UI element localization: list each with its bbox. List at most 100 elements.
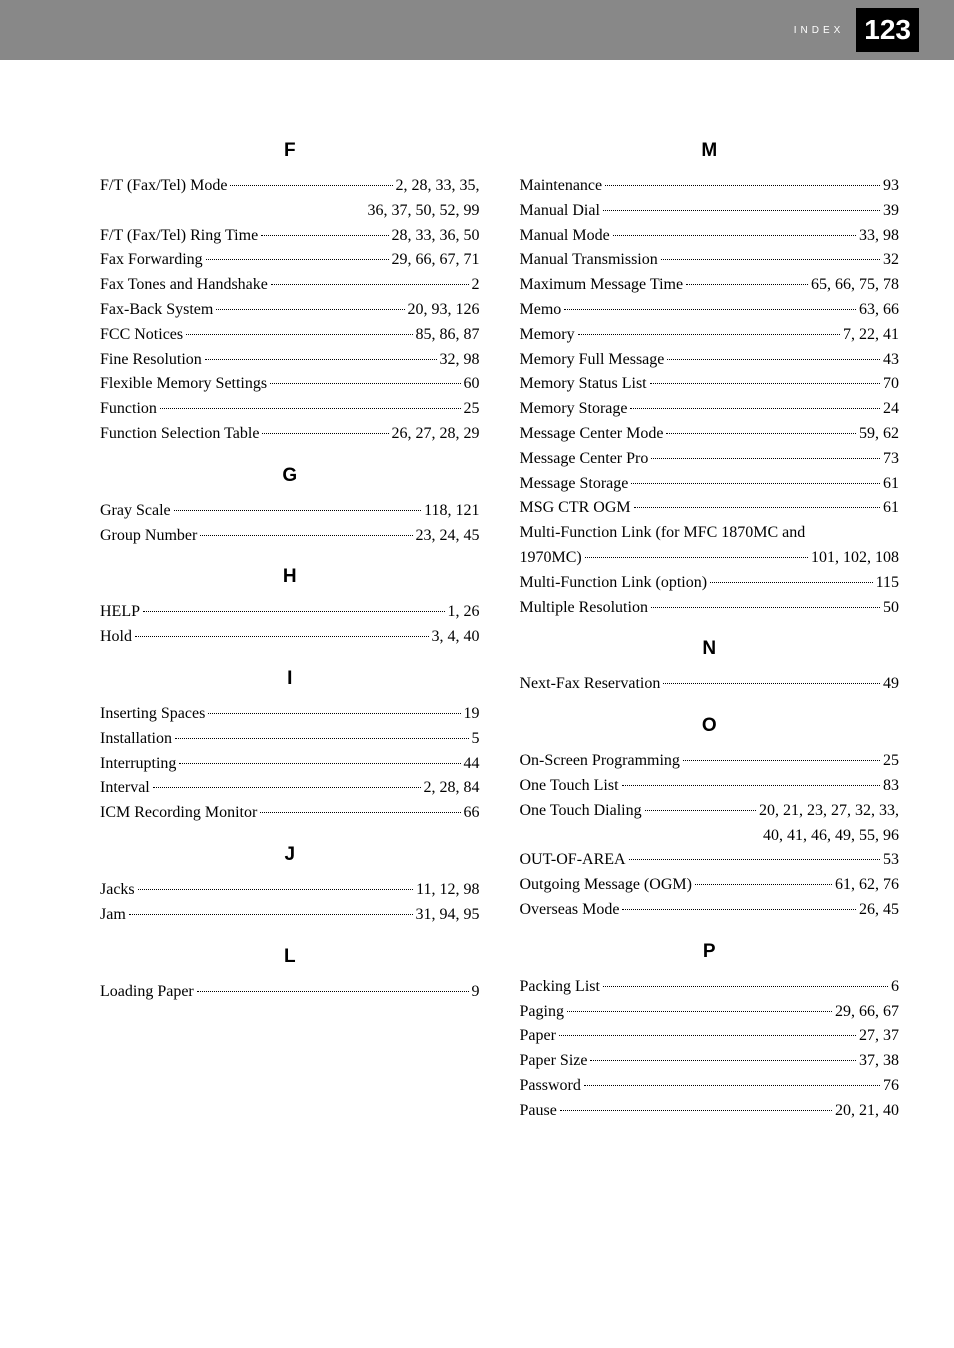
index-entry: Function Selection Table26, 27, 28, 29 bbox=[100, 422, 480, 447]
index-entry: F/T (Fax/Tel) Ring Time28, 33, 36, 50 bbox=[100, 224, 480, 249]
dots bbox=[260, 812, 460, 813]
entry-pages: 60 bbox=[464, 372, 480, 397]
dots bbox=[567, 1011, 832, 1012]
dots bbox=[129, 914, 413, 915]
dots bbox=[667, 359, 880, 360]
entry-pages: 29, 66, 67 bbox=[835, 1000, 899, 1025]
entry-label: Multiple Resolution bbox=[520, 596, 648, 621]
dots bbox=[200, 535, 412, 536]
section-heading: P bbox=[520, 941, 900, 963]
index-entry: Jacks 11, 12, 98 bbox=[100, 878, 480, 903]
index-entry: Interrupting44 bbox=[100, 752, 480, 777]
dots bbox=[179, 763, 460, 764]
index-entry: Message Storage61 bbox=[520, 472, 900, 497]
entry-label: Message Center Pro bbox=[520, 447, 649, 472]
dots bbox=[138, 889, 413, 890]
dots bbox=[261, 235, 388, 236]
index-entry: Multiple Resolution 50 bbox=[520, 596, 900, 621]
entry-label: One Touch Dialing bbox=[520, 799, 642, 824]
entry-label: On-Screen Programming bbox=[520, 749, 680, 774]
dots bbox=[650, 383, 880, 384]
dots bbox=[230, 185, 392, 186]
entry-label: ICM Recording Monitor bbox=[100, 801, 257, 826]
dots bbox=[663, 683, 880, 684]
index-entry: Maintenance93 bbox=[520, 174, 900, 199]
index-entry: Interval2, 28, 84 bbox=[100, 776, 480, 801]
entry-label: Overseas Mode bbox=[520, 898, 620, 923]
entry-label: Memory Status List bbox=[520, 372, 647, 397]
index-entry: Password76 bbox=[520, 1074, 900, 1099]
entry-pages: 93 bbox=[883, 174, 899, 199]
index-entry: Paging 29, 66, 67 bbox=[520, 1000, 900, 1025]
dots bbox=[630, 408, 880, 409]
entry-pages: 50 bbox=[883, 596, 899, 621]
entry-label: Installation bbox=[100, 727, 172, 752]
index-entry: Maximum Message Time65, 66, 75, 78 bbox=[520, 273, 900, 298]
entry-continuation: 36, 37, 50, 52, 99 bbox=[100, 199, 480, 224]
entry-pages: 28, 33, 36, 50 bbox=[392, 224, 480, 249]
entry-pages: 11, 12, 98 bbox=[416, 878, 479, 903]
index-entry: Inserting Spaces19 bbox=[100, 702, 480, 727]
index-entry: Message Center Pro73 bbox=[520, 447, 900, 472]
entry-label: Packing List bbox=[520, 975, 600, 1000]
entry-label: Fax-Back System bbox=[100, 298, 213, 323]
entry-label: Pause bbox=[520, 1099, 557, 1124]
entry-pages: 61, 62, 76 bbox=[835, 873, 899, 898]
index-entry: Hold3, 4, 40 bbox=[100, 625, 480, 650]
section-heading: O bbox=[520, 715, 900, 737]
entry-pages: 2, 28, 33, 35, bbox=[396, 174, 480, 199]
dots bbox=[629, 859, 880, 860]
dots bbox=[271, 284, 469, 285]
dots bbox=[186, 334, 412, 335]
entry-pages: 44 bbox=[464, 752, 480, 777]
entry-pages: 3, 4, 40 bbox=[432, 625, 480, 650]
entry-label: Jam bbox=[100, 903, 126, 928]
dots bbox=[143, 611, 445, 612]
index-entry: Jam31, 94, 95 bbox=[100, 903, 480, 928]
entry-label: Gray Scale bbox=[100, 499, 171, 524]
index-entry: One Touch Dialing20, 21, 23, 27, 32, 33, bbox=[520, 799, 900, 824]
entry-label: Memory bbox=[520, 323, 575, 348]
entry-pages: 39 bbox=[883, 199, 899, 224]
index-entry: Outgoing Message (OGM)61, 62, 76 bbox=[520, 873, 900, 898]
index-entry: Installation5 bbox=[100, 727, 480, 752]
index-entry: Next-Fax Reservation49 bbox=[520, 672, 900, 697]
entry-pages: 19 bbox=[464, 702, 480, 727]
dots bbox=[560, 1110, 832, 1111]
dots bbox=[262, 433, 388, 434]
entry-pages: 6 bbox=[891, 975, 899, 1000]
dots bbox=[603, 210, 880, 211]
index-entry: Loading Paper9 bbox=[100, 980, 480, 1005]
entry-pages: 1, 26 bbox=[448, 600, 480, 625]
entry-pages: 63, 66 bbox=[859, 298, 899, 323]
entry-label: Paging bbox=[520, 1000, 564, 1025]
entry-label: Jacks bbox=[100, 878, 135, 903]
header-label: INDEX bbox=[794, 25, 845, 36]
entry-label: MSG CTR OGM bbox=[520, 496, 631, 521]
section-heading: H bbox=[100, 566, 480, 588]
dots bbox=[585, 557, 808, 558]
index-entry: MSG CTR OGM61 bbox=[520, 496, 900, 521]
index-entry: Paper27, 37 bbox=[520, 1024, 900, 1049]
dots bbox=[270, 383, 460, 384]
index-entry: Group Number23, 24, 45 bbox=[100, 524, 480, 549]
entry-pages: 25 bbox=[883, 749, 899, 774]
entry-pages: 37, 38 bbox=[859, 1049, 899, 1074]
entry-pages: 26, 45 bbox=[859, 898, 899, 923]
index-entry: Flexible Memory Settings60 bbox=[100, 372, 480, 397]
entry-label: OUT-OF-AREA bbox=[520, 848, 626, 873]
entry-label: Memory Full Message bbox=[520, 348, 665, 373]
section-heading: M bbox=[520, 140, 900, 162]
entry-pages: 66 bbox=[464, 801, 480, 826]
entry-pages: 2 bbox=[472, 273, 480, 298]
entry-label: Paper bbox=[520, 1024, 556, 1049]
dots bbox=[197, 991, 469, 992]
index-entry: One Touch List83 bbox=[520, 774, 900, 799]
entry-label: Next-Fax Reservation bbox=[520, 672, 661, 697]
left-column: FF/T (Fax/Tel) Mode2, 28, 33, 35,36, 37,… bbox=[100, 140, 480, 1124]
entry-label: Memory Storage bbox=[520, 397, 628, 422]
entry-label: Multi-Function Link (option) bbox=[520, 571, 708, 596]
entry-pages: 33, 98 bbox=[859, 224, 899, 249]
entry-pages: 118, 121 bbox=[424, 499, 479, 524]
entry-label: Message Center Mode bbox=[520, 422, 664, 447]
